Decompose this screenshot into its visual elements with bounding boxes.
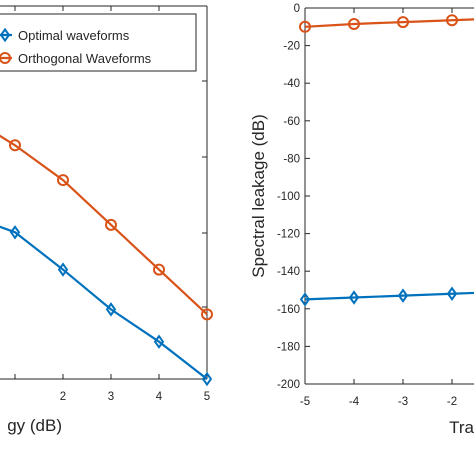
right-y-tick-label: -120 bbox=[277, 229, 300, 241]
legend-entry-label: Optimal waveforms bbox=[18, 28, 130, 43]
right-y-tick-label: -60 bbox=[283, 116, 300, 128]
legend-swatch-marker bbox=[0, 27, 11, 43]
legend-box bbox=[0, 13, 197, 72]
right-y-tick-label: -20 bbox=[283, 41, 300, 53]
right-series-1-point bbox=[446, 286, 458, 301]
right-x-tick-label: -4 bbox=[349, 396, 360, 408]
right-series-0-point bbox=[397, 16, 409, 29]
left-series-1-point bbox=[153, 263, 165, 276]
right-series-1-point bbox=[299, 292, 311, 307]
left-chart-panel: 2 3 4 5 gy (dB) Optimal waveforms Orthogonal W… bbox=[0, 5, 213, 435]
left-x-tick-label: 2 bbox=[60, 391, 66, 403]
right-y-tick-label: -100 bbox=[277, 191, 300, 203]
left-series-0-point bbox=[153, 334, 165, 349]
left-x-tick-label: 3 bbox=[108, 391, 114, 403]
left-series-0-point bbox=[57, 262, 69, 277]
right-y-tick-label: -80 bbox=[283, 153, 300, 165]
left-x-tick-label: 5 bbox=[204, 391, 210, 403]
left-series-1-point bbox=[9, 139, 21, 152]
left-series-1-point bbox=[105, 218, 117, 231]
right-series-line-0 bbox=[304, 17, 474, 28]
right-series-0-point bbox=[348, 17, 360, 30]
right-series-1-point bbox=[397, 288, 409, 303]
left-series-1-point bbox=[201, 308, 213, 321]
right-y-tick-label: -200 bbox=[277, 379, 300, 391]
right-x-tick-label: -5 bbox=[300, 396, 310, 408]
left-legend: Optimal waveforms Orthogonal Waveforms bbox=[0, 13, 197, 72]
left-series-0-point bbox=[105, 302, 117, 317]
right-series-0-point bbox=[446, 14, 458, 27]
right-series-0-point bbox=[299, 20, 311, 33]
left-series-line-1 bbox=[0, 134, 208, 316]
left-series-1-point bbox=[57, 174, 69, 187]
right-y-tick-label: -160 bbox=[277, 304, 300, 316]
left-x-axis-label: gy (dB) bbox=[7, 416, 62, 435]
left-x-tick-label: 4 bbox=[156, 391, 163, 403]
right-x-axis-label: Tra bbox=[449, 418, 474, 437]
left-series-0-point bbox=[201, 371, 213, 387]
left-series-line-0 bbox=[0, 225, 208, 380]
right-y-tick-label: -140 bbox=[277, 266, 300, 278]
right-series-1-point bbox=[348, 290, 360, 305]
right-series-line-1 bbox=[304, 290, 474, 301]
right-chart-panel: 0 -20 -40 -60 -80 -100 -120 -140 -160 -180 -200-5 -… bbox=[249, 3, 474, 437]
right-x-tick-label: -2 bbox=[447, 396, 457, 408]
left-series-0-point bbox=[9, 225, 21, 240]
right-y-tick-label: 0 bbox=[294, 3, 300, 15]
legend-swatch-marker bbox=[0, 52, 11, 64]
right-x-tick-label: -3 bbox=[398, 396, 408, 408]
right-y-axis-label: Spectral leakage (dB) bbox=[249, 114, 268, 277]
legend-entry-label: Orthogonal Waveforms bbox=[18, 51, 152, 66]
right-y-tick-label: -180 bbox=[277, 341, 300, 353]
right-y-tick-label: -40 bbox=[283, 78, 300, 90]
